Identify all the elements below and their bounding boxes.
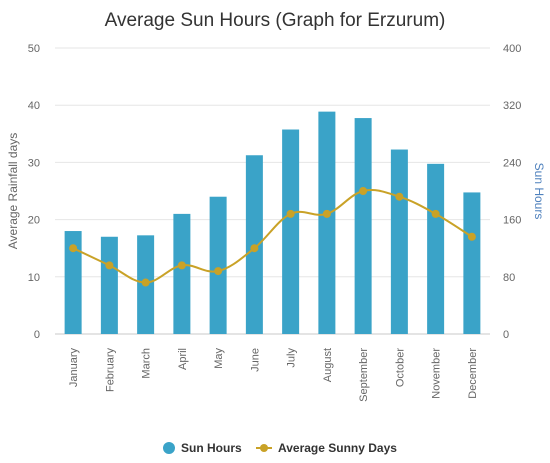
bar-october <box>390 149 408 334</box>
x-tick-label: October <box>394 348 406 387</box>
left-axis-title: Average Rainfall days <box>6 133 20 250</box>
left-tick-label: 20 <box>28 215 40 227</box>
sunny-days-path <box>72 189 473 284</box>
x-tick-label: September <box>358 348 370 402</box>
x-tick-label: March <box>141 348 153 379</box>
point-march <box>141 278 150 287</box>
bar-january <box>64 231 82 334</box>
legend-sun-hours-marker <box>163 442 175 454</box>
left-tick-label: 40 <box>28 100 40 112</box>
bar-july <box>282 129 300 334</box>
point-november <box>431 209 440 218</box>
right-tick-label: 400 <box>503 43 521 55</box>
point-september <box>359 187 368 195</box>
x-tick-label: April <box>177 348 189 370</box>
legend: Sun Hours Average Sunny Days <box>163 441 397 455</box>
chart-title: Average Sun Hours (Graph for Erzurum) <box>105 10 446 31</box>
point-may <box>214 267 223 276</box>
right-axis-ticks: 0 80 160 240 320 400 <box>503 43 521 341</box>
left-tick-label: 50 <box>28 43 40 55</box>
x-tick-label: November <box>431 348 443 399</box>
point-april <box>177 261 186 270</box>
point-june <box>250 244 259 253</box>
point-august <box>322 209 331 218</box>
legend-sunny-days-label: Average Sunny Days <box>278 441 397 455</box>
grid-lines <box>55 47 490 335</box>
x-tick-label: June <box>249 348 261 372</box>
point-december <box>467 232 476 241</box>
bar-february <box>100 236 118 334</box>
legend-sun-hours-label: Sun Hours <box>181 441 242 455</box>
point-july <box>286 209 295 218</box>
point-october <box>395 192 404 201</box>
x-tick-label: January <box>68 348 80 388</box>
legend-sunny-days-marker <box>260 444 268 452</box>
sun-hours-bars <box>64 111 481 334</box>
x-tick-label: December <box>467 348 479 399</box>
left-tick-label: 30 <box>28 157 40 169</box>
x-tick-label: July <box>286 348 298 368</box>
x-tick-label: May <box>213 348 225 369</box>
right-tick-label: 160 <box>503 215 521 227</box>
left-axis-ticks: 0 10 20 30 40 50 <box>28 43 40 341</box>
bar-april <box>173 213 191 334</box>
point-february <box>105 261 114 270</box>
bar-september <box>354 118 372 334</box>
bar-may <box>209 196 227 334</box>
bar-december <box>463 192 481 334</box>
sunny-days-line <box>69 187 476 287</box>
bar-november <box>427 163 445 334</box>
point-january <box>69 244 78 253</box>
right-axis-title: Sun Hours <box>532 163 546 220</box>
right-tick-label: 0 <box>503 329 509 341</box>
x-axis-labels: January February March April May June July Augu… <box>68 348 479 402</box>
x-tick-label: February <box>104 348 116 393</box>
right-tick-label: 240 <box>503 157 521 169</box>
left-tick-label: 0 <box>34 329 40 341</box>
right-tick-label: 80 <box>503 272 515 284</box>
left-tick-label: 10 <box>28 272 40 284</box>
x-tick-label: August <box>322 348 334 382</box>
right-tick-label: 320 <box>503 100 521 112</box>
bar-august <box>318 111 336 334</box>
